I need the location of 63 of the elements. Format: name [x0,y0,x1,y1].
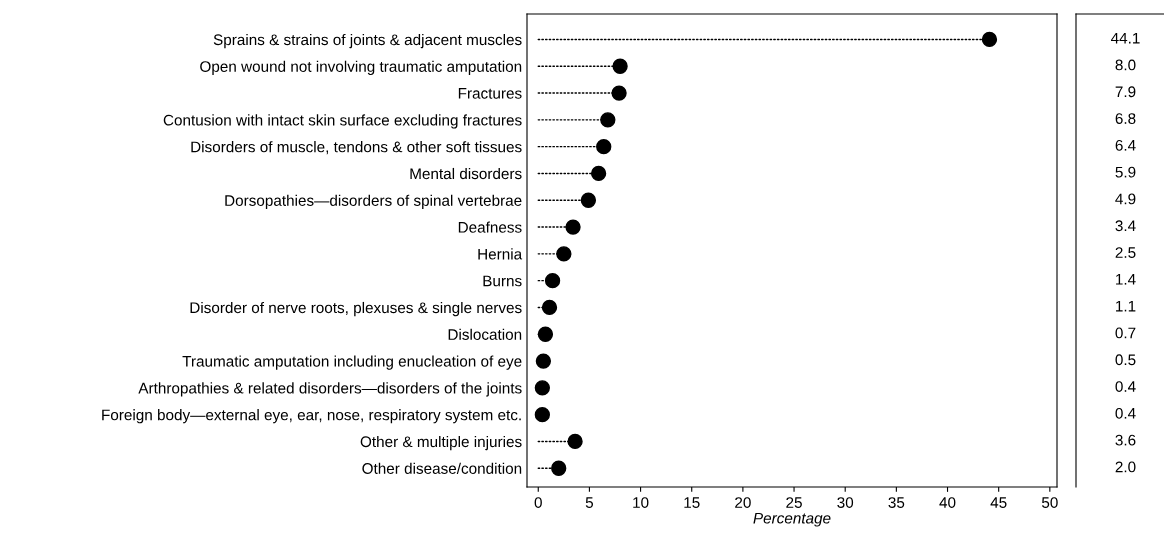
y-tick-label: Dorsopathies—disorders of spinal vertebrae [225,194,522,209]
y-tick-label: Deafness [458,221,522,233]
text: 0.4 [1115,381,1136,392]
text: 1.4 [1116,274,1136,285]
y-tick-label: Foreign body—external eye, ear, nose, respiratory system etc. [102,409,521,424]
text: 2.5 [1115,247,1136,258]
text: 7.9 [1115,86,1136,98]
text: 6.4 [1115,139,1136,151]
point [535,353,552,369]
y-tick-label: Open wound not involving traumatic amputation [200,60,522,75]
point [580,192,597,208]
text: 1.1 [1116,300,1136,312]
y-tick-label: Contusion with intact skin surface excluding fractures [163,114,522,129]
x-tick-label: 5 [585,497,594,508]
text: 0.7 [1115,327,1136,339]
point [544,273,561,289]
y-tick-label: Burns [483,275,522,287]
text: 3.6 [1115,434,1136,446]
y-tick-label: Disorders of muscle, tendons & other soft tissues [191,141,522,155]
y-tick-label: Fractures [458,88,522,99]
x-tick-label: 40 [939,497,956,508]
y-tick-label: Other & multiple injuries [360,435,522,451]
text: 0.5 [1115,354,1136,366]
x-tick-label: 45 [990,497,1007,508]
x-tick-label: 35 [888,497,905,508]
text: 8.0 [1115,59,1136,71]
y-tick-label: Disorder of nerve roots, plexuses & single nerves [190,301,522,317]
y-tick-label: Arthropathies & related disorders—disorders of the joints [138,382,522,397]
text: 6.8 [1115,113,1136,124]
point [600,112,616,128]
point [541,299,558,316]
text: 5.9 [1115,166,1136,178]
text: 4.9 [1115,193,1136,205]
y-tick-label: Sprains & strains of joints & adjacent muscles [213,33,522,49]
point [534,407,550,423]
point [534,380,550,396]
x-tick-label: 0 [534,497,542,508]
text: 44.1 [1110,32,1140,44]
x-axis-title: Percentage [753,512,831,527]
point [611,85,627,101]
point [556,246,572,262]
point [590,165,607,182]
text: 3.4 [1115,220,1136,232]
x-tick-label: 10 [633,497,649,508]
y-tick-label: Traumatic amputation including enucleation of eye [182,355,522,370]
point [612,58,628,74]
x-tick-label: 20 [735,497,751,508]
y-tick-label: Hernia [478,248,523,260]
text: 0.4 [1115,407,1136,419]
point [567,433,583,450]
point [981,31,998,48]
x-tick-label: 30 [837,497,854,508]
y-tick-label: Dislocation [448,328,522,340]
y-tick-label: Other disease/condition [362,462,522,474]
x-tick-label: 25 [786,497,802,508]
x-tick-label: 50 [1041,497,1058,508]
point [537,326,554,342]
y-tick-label: Mental disorders [410,167,522,180]
point [565,219,581,235]
x-tick-label: 15 [684,497,700,508]
text: 2.0 [1115,461,1136,473]
point [551,460,567,476]
point [596,139,612,155]
